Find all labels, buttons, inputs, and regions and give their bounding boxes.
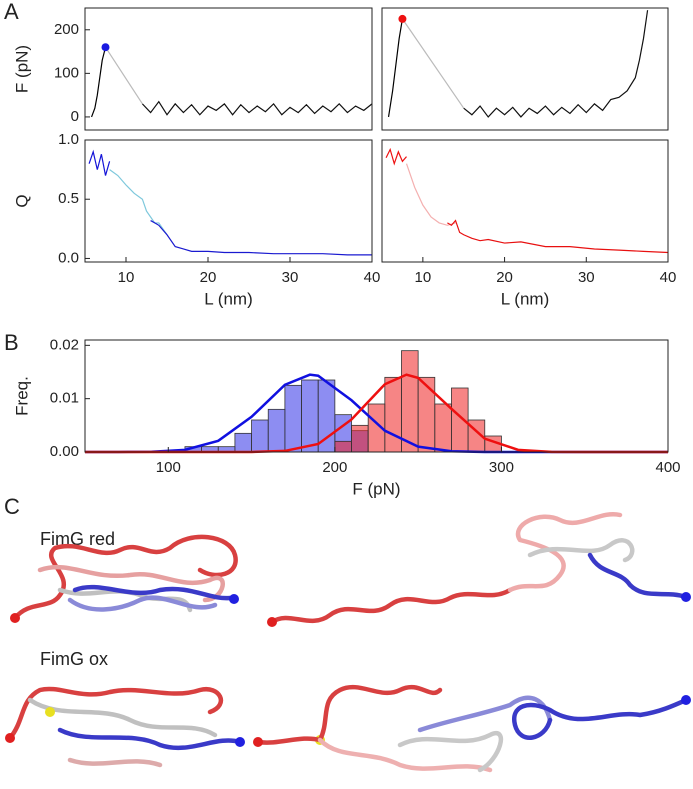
trace (88, 149, 111, 176)
x-tick-label: 20 (496, 269, 513, 286)
y-tick-label: 100 (54, 64, 79, 81)
trace (385, 147, 407, 166)
trace (90, 47, 107, 118)
hist-bar (351, 424, 369, 453)
x-tick-label: 400 (655, 459, 680, 476)
panel-label: C (4, 494, 20, 519)
trace (463, 10, 649, 118)
x-tick-label: 30 (282, 269, 299, 286)
hist-bar (284, 384, 302, 453)
x-tick-label: 10 (118, 269, 135, 286)
protein-structures (5, 511, 691, 773)
trace (447, 219, 669, 254)
trace (104, 46, 143, 105)
plot-frame (84, 7, 373, 131)
hist-bar (267, 408, 286, 453)
trace (109, 169, 168, 236)
trace (405, 163, 456, 226)
y-tick-label: 1.0 (58, 131, 79, 148)
x-tick-label: 10 (415, 269, 432, 286)
x-tick-label: 30 (578, 269, 595, 286)
structure-label: FimG red (40, 529, 115, 549)
plot-frame (84, 139, 373, 263)
x-tick-label: 40 (364, 269, 381, 286)
y-tick-label: 0.02 (50, 336, 79, 353)
hist-bar (251, 419, 269, 453)
trace (401, 18, 465, 109)
y-tick-label: 0.00 (50, 443, 79, 460)
y-tick-label: 0 (71, 108, 79, 125)
hist-bar (417, 376, 436, 453)
x-axis-label: L (nm) (204, 289, 253, 308)
structure-label: FimG ox (40, 649, 108, 669)
hist-bar (434, 403, 452, 453)
plot-frame (84, 339, 669, 453)
plot-frame (381, 139, 669, 263)
x-tick-label: 200 (322, 459, 347, 476)
y-tick-label: 200 (54, 21, 79, 38)
panel-label: A (4, 0, 19, 24)
panel-label: B (4, 330, 19, 355)
trace (387, 18, 404, 118)
trace (150, 220, 372, 256)
x-axis-label: L (nm) (501, 289, 550, 308)
x-tick-label: 40 (660, 269, 677, 286)
y-axis-label: Freq. (12, 376, 31, 416)
x-tick-label: 100 (156, 459, 181, 476)
y-tick-label: 0.0 (58, 249, 79, 266)
hist-bar (234, 432, 252, 453)
hist-bar (384, 376, 402, 453)
hist-bar (301, 379, 319, 453)
y-axis-label: F (pN) (12, 45, 31, 93)
y-tick-label: 0.5 (58, 190, 79, 207)
y-tick-label: 0.01 (50, 390, 79, 407)
hist-bar (334, 440, 352, 453)
x-axis-label: F (pN) (352, 479, 400, 498)
plot-frame (381, 7, 669, 131)
peak-marker (101, 43, 110, 52)
y-axis-label: Q (12, 194, 31, 207)
x-tick-label: 20 (200, 269, 217, 286)
x-tick-label: 300 (489, 459, 514, 476)
hist-bar (401, 350, 419, 453)
peak-marker (398, 14, 407, 23)
trace (141, 100, 373, 116)
